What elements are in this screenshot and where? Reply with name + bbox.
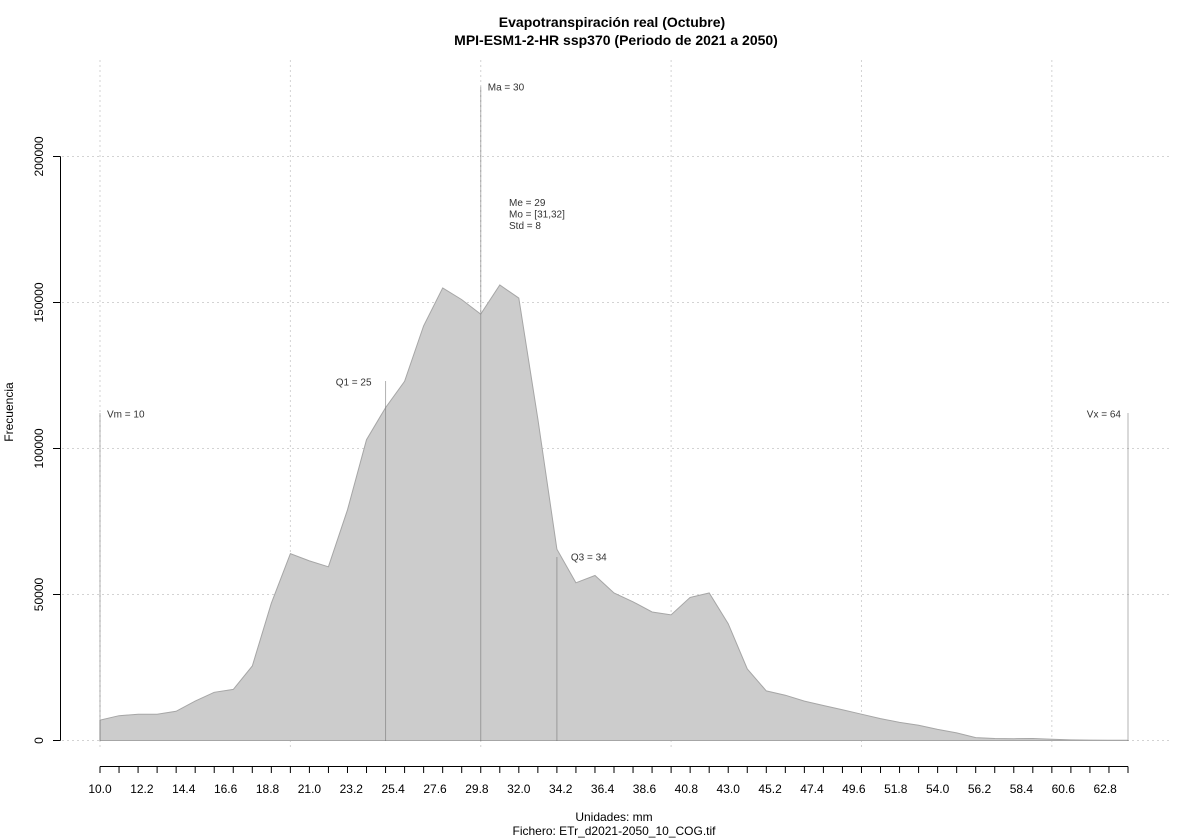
chart-subtitle: MPI-ESM1-2-HR ssp370 (Periodo de 2021 a … <box>454 32 778 48</box>
y-tick-label: 150000 <box>32 282 46 322</box>
chart-title: Evapotranspiración real (Octubre) <box>499 14 725 30</box>
x-tick-label: 18.8 <box>256 782 280 796</box>
x-tick-label: 34.2 <box>549 782 573 796</box>
x-tick-label: 23.2 <box>340 782 364 796</box>
x-axis: 10.0 12.2 14.4 16.6 18.8 21.0 23.2 25.4 27.6 29.8… <box>88 766 1129 796</box>
stat-markers: Vm = 10 Q1 = 25 Ma = 30 Q3 = 34 Vx = 64 <box>99 82 1129 741</box>
marker-label: Vm = 10 <box>107 409 145 420</box>
x-tick-label: 10.0 <box>88 782 112 796</box>
x-tick-label: 54.0 <box>926 782 950 796</box>
stat-line: Std = 8 <box>509 221 541 232</box>
x-tick-label: 49.6 <box>842 782 866 796</box>
x-tick-label: 62.8 <box>1093 782 1117 796</box>
x-tick-label: 12.2 <box>130 782 154 796</box>
x-tick-label: 60.6 <box>1052 782 1076 796</box>
x-tick-label: 36.4 <box>591 782 615 796</box>
stat-line: Me = 29 <box>509 198 546 209</box>
x-tick-label: 32.0 <box>507 782 531 796</box>
marker-label: Q1 = 25 <box>336 377 372 388</box>
x-tick-label: 43.0 <box>717 782 741 796</box>
y-axis: 0 50000 100000 150000 200000 <box>32 136 61 744</box>
x-tick-label: 14.4 <box>172 782 196 796</box>
x-tick-label: 21.0 <box>298 782 322 796</box>
x-tick-label: 40.8 <box>675 782 699 796</box>
x-tick-label: 58.4 <box>1010 782 1034 796</box>
y-tick-label: 0 <box>32 737 46 744</box>
y-tick-label: 100000 <box>32 428 46 468</box>
y-axis-label: Frecuencia <box>2 382 16 442</box>
stat-line: Mo = [31,32] <box>509 210 565 221</box>
x-tick-label: 45.2 <box>758 782 782 796</box>
x-tick-label: 56.2 <box>968 782 992 796</box>
marker-label: Vx = 64 <box>1087 409 1122 420</box>
file-caption: Fichero: ETr_d2021-2050_10_COG.tif <box>513 824 717 838</box>
x-tick-label: 16.6 <box>214 782 238 796</box>
x-axis-label: Unidades: mm <box>575 810 652 824</box>
marker-label: Ma = 30 <box>488 82 525 93</box>
x-tick-label: 27.6 <box>423 782 447 796</box>
x-tick-label: 51.8 <box>884 782 908 796</box>
x-tick-label: 25.4 <box>381 782 405 796</box>
x-tick-label: 38.6 <box>633 782 657 796</box>
frequency-area <box>99 284 1129 741</box>
y-tick-label: 50000 <box>32 577 46 611</box>
x-tick-label: 29.8 <box>465 782 489 796</box>
y-tick-label: 200000 <box>32 136 46 176</box>
x-tick-label: 47.4 <box>800 782 824 796</box>
marker-label: Q3 = 34 <box>571 553 607 564</box>
